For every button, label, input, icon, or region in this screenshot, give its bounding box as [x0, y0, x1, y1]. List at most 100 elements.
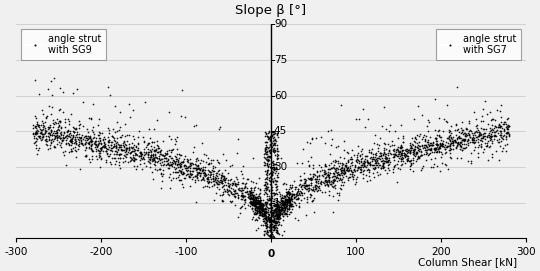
Point: [45, 125, 53, 129]
Point: [162, 159, 171, 163]
Point: [267, 141, 276, 145]
Point: [58, 89, 67, 94]
Point: [125, 115, 134, 119]
Point: [273, 146, 281, 150]
Point: [333, 191, 342, 196]
Point: [356, 167, 364, 172]
Point: [112, 150, 121, 154]
Point: [171, 176, 180, 180]
Point: [465, 140, 474, 144]
Point: [222, 187, 231, 191]
Point: [52, 133, 61, 137]
Point: [163, 152, 171, 157]
Point: [256, 201, 265, 205]
Point: [194, 163, 202, 167]
Point: [82, 145, 91, 150]
Point: [382, 146, 390, 151]
Point: [89, 149, 98, 153]
Point: [281, 202, 290, 207]
Point: [261, 207, 269, 211]
Point: [233, 151, 241, 155]
Point: [156, 167, 165, 172]
Point: [85, 146, 93, 150]
Point: [273, 149, 281, 153]
Point: [431, 127, 440, 132]
Point: [384, 162, 393, 166]
Point: [176, 164, 184, 169]
Point: [269, 207, 278, 212]
Point: [150, 149, 158, 153]
Point: [481, 99, 489, 103]
Point: [219, 192, 227, 196]
Point: [276, 212, 285, 216]
Point: [34, 133, 43, 138]
Point: [431, 97, 440, 101]
Point: [282, 212, 291, 217]
Point: [286, 204, 294, 208]
Point: [318, 172, 327, 177]
Point: [447, 141, 455, 146]
Point: [467, 151, 475, 156]
Point: [273, 214, 282, 218]
Point: [166, 154, 174, 159]
Point: [494, 125, 502, 129]
Point: [65, 137, 74, 142]
Point: [195, 170, 204, 175]
Point: [102, 149, 110, 153]
Point: [56, 107, 64, 111]
Point: [485, 135, 494, 140]
Point: [231, 195, 239, 199]
Point: [85, 142, 94, 147]
Point: [329, 210, 338, 215]
Point: [294, 204, 303, 209]
Point: [87, 137, 96, 142]
Point: [251, 195, 259, 199]
Point: [294, 189, 302, 193]
Point: [278, 211, 286, 216]
Point: [269, 209, 278, 213]
Point: [307, 181, 315, 186]
Point: [148, 154, 157, 159]
Point: [122, 143, 130, 147]
Point: [273, 211, 282, 215]
Point: [306, 176, 314, 180]
Point: [502, 117, 511, 121]
Point: [239, 192, 247, 197]
Point: [273, 211, 282, 216]
Point: [268, 219, 277, 224]
Point: [373, 173, 382, 178]
Point: [323, 177, 332, 182]
Point: [490, 137, 499, 141]
Point: [354, 151, 362, 156]
Point: [273, 215, 281, 219]
Point: [281, 198, 289, 202]
Point: [273, 175, 282, 179]
Point: [112, 152, 121, 157]
Point: [90, 138, 99, 143]
Point: [209, 176, 218, 180]
Point: [157, 186, 165, 190]
Point: [251, 203, 259, 207]
Point: [231, 191, 239, 196]
Point: [217, 181, 226, 185]
Point: [35, 134, 43, 138]
Point: [272, 152, 281, 156]
Point: [431, 147, 440, 152]
Point: [259, 198, 268, 202]
Point: [342, 150, 351, 154]
Point: [334, 172, 343, 177]
Point: [55, 128, 63, 133]
Point: [272, 179, 281, 183]
Point: [260, 208, 268, 213]
Point: [487, 155, 496, 160]
Point: [295, 183, 303, 187]
Point: [265, 198, 273, 202]
Point: [257, 203, 266, 208]
Text: 45: 45: [274, 126, 287, 136]
Point: [380, 154, 389, 158]
Point: [129, 153, 138, 157]
Point: [262, 218, 271, 222]
Point: [45, 133, 54, 137]
Point: [48, 133, 56, 137]
Point: [267, 235, 276, 239]
